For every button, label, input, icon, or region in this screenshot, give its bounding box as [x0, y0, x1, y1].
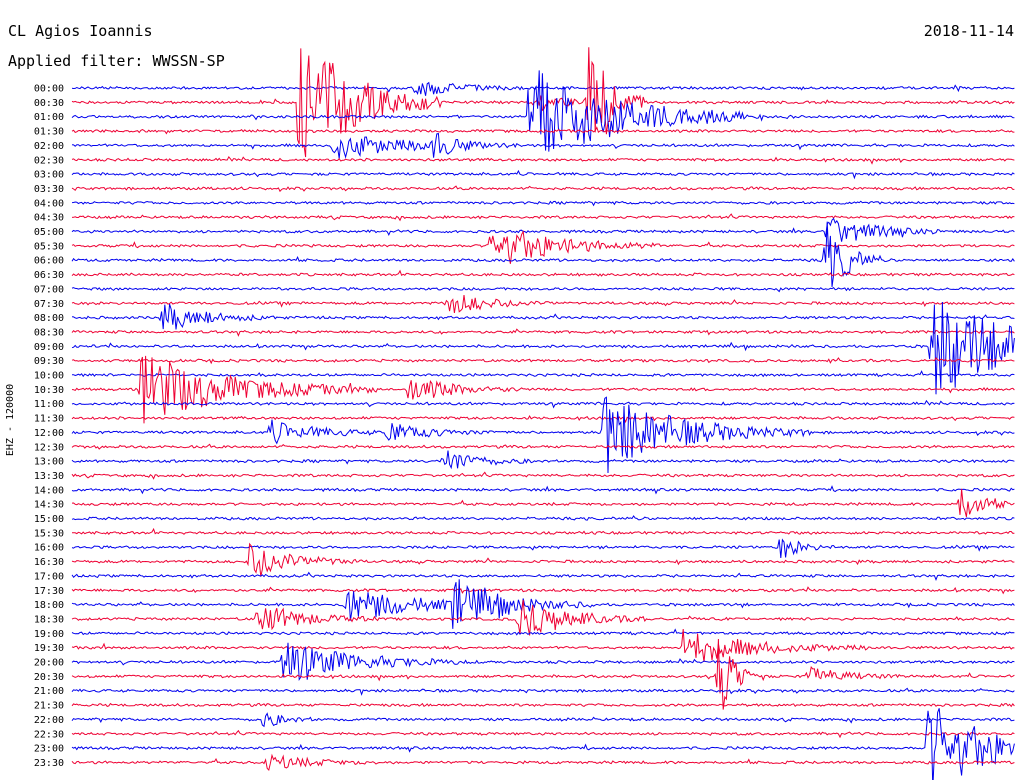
trace-1130: [71, 414, 1015, 424]
trace-0200: [71, 132, 1015, 159]
tick-label: 05:00: [34, 227, 64, 238]
trace-2230: [71, 729, 1015, 739]
tick-label: 15:30: [34, 528, 64, 539]
tick-label: 08:00: [34, 313, 64, 324]
trace-1730: [71, 586, 1015, 595]
trace-2130: [71, 702, 1015, 708]
trace-2100: [71, 687, 1015, 696]
trace-1930: [71, 628, 1015, 662]
tick-label: 16:30: [34, 557, 64, 568]
trace-1900: [71, 628, 1015, 636]
trace-1430: [71, 488, 1015, 518]
tick-label: 20:30: [34, 672, 64, 683]
date-label: 2018-11-14: [923, 22, 1014, 40]
filter-label: Applied filter: WWSSN-SP: [8, 52, 225, 70]
trace-0830: [71, 328, 1015, 337]
tick-label: 20:00: [34, 658, 64, 669]
trace-0500: [71, 217, 1015, 242]
tick-label: 13:00: [34, 457, 64, 468]
tick-label: 11:00: [34, 399, 64, 410]
trace-1500: [71, 515, 1015, 521]
tick-label: 05:30: [34, 241, 64, 252]
trace-2030: [71, 638, 1015, 710]
tick-label: 06:00: [34, 256, 64, 267]
trace-2330: [71, 753, 1015, 771]
tick-label: 14:30: [34, 500, 64, 511]
tick-label: 10:30: [34, 385, 64, 396]
tick-label: 12:00: [34, 428, 64, 439]
tick-label: 21:30: [34, 701, 64, 712]
tick-label: 09:00: [34, 342, 64, 353]
tick-label: 17:00: [34, 571, 64, 582]
tick-label: 01:00: [34, 112, 64, 123]
tick-label: 19:00: [34, 629, 64, 640]
tick-label: 07:00: [34, 284, 64, 295]
trace-0400: [71, 200, 1015, 207]
trace-1830: [71, 599, 1015, 636]
trace-0100: [71, 70, 1015, 152]
tick-label: 22:30: [34, 729, 64, 740]
trace-0600: [71, 221, 1015, 287]
trace-0130: [71, 126, 1015, 135]
trace-0730: [71, 295, 1015, 313]
trace-1100: [71, 399, 1015, 409]
tick-label: 12:30: [34, 442, 64, 453]
tick-label: 02:00: [34, 141, 64, 152]
tick-label: 02:30: [34, 155, 64, 166]
tick-label: 18:30: [34, 614, 64, 625]
tick-label: 15:00: [34, 514, 64, 525]
tick-label: 18:00: [34, 600, 64, 611]
tick-label: 10:00: [34, 371, 64, 382]
trace-1400: [71, 485, 1015, 495]
trace-1230: [71, 443, 1015, 450]
tick-label: 21:00: [34, 686, 64, 697]
trace-1200: [71, 396, 1015, 474]
trace-0700: [71, 286, 1015, 293]
trace-2000: [71, 642, 1015, 682]
trace-0300: [71, 169, 1015, 180]
trace-0430: [71, 213, 1015, 222]
trace-0330: [71, 185, 1015, 193]
tick-label: 23:30: [34, 758, 64, 769]
tick-label: 03:00: [34, 170, 64, 181]
tick-label: 14:00: [34, 485, 64, 496]
tick-label: 04:30: [34, 213, 64, 224]
tick-label: 09:30: [34, 356, 64, 367]
tick-label: 08:30: [34, 327, 64, 338]
tick-label: 11:30: [34, 414, 64, 425]
trace-2300: [71, 708, 1015, 780]
tick-label: 23:00: [34, 744, 64, 755]
tick-label: 03:30: [34, 184, 64, 195]
tick-label: 13:30: [34, 471, 64, 482]
tick-label: 01:30: [34, 127, 64, 138]
trace-1530: [72, 527, 1015, 536]
trace-0530: [71, 229, 1015, 264]
tick-label: 17:30: [34, 586, 64, 597]
trace-1300: [71, 450, 1015, 470]
trace-0630: [71, 269, 1015, 277]
tick-label: 00:30: [34, 98, 64, 109]
trace-0930: [71, 357, 1015, 365]
trace-1630: [71, 542, 1015, 577]
tick-label: 04:00: [34, 198, 64, 209]
station-title: CL Agios Ioannis: [8, 22, 153, 40]
trace-0800: [71, 303, 1015, 330]
tick-label: 06:30: [34, 270, 64, 281]
trace-2200: [71, 712, 1015, 728]
trace-1700: [71, 571, 1015, 581]
trace-1000: [71, 370, 1015, 378]
trace-1330: [71, 471, 1015, 480]
tick-label: 22:00: [34, 715, 64, 726]
tick-label: 07:30: [34, 299, 64, 310]
tick-label: 16:00: [34, 543, 64, 554]
trace-1600: [71, 538, 1015, 558]
trace-0230: [71, 156, 1015, 165]
tick-label: 00:00: [34, 84, 64, 95]
tick-label: 19:30: [34, 643, 64, 654]
trace-1800: [71, 579, 1015, 629]
trace-0900: [71, 301, 1015, 395]
trace-1030: [71, 355, 1015, 424]
